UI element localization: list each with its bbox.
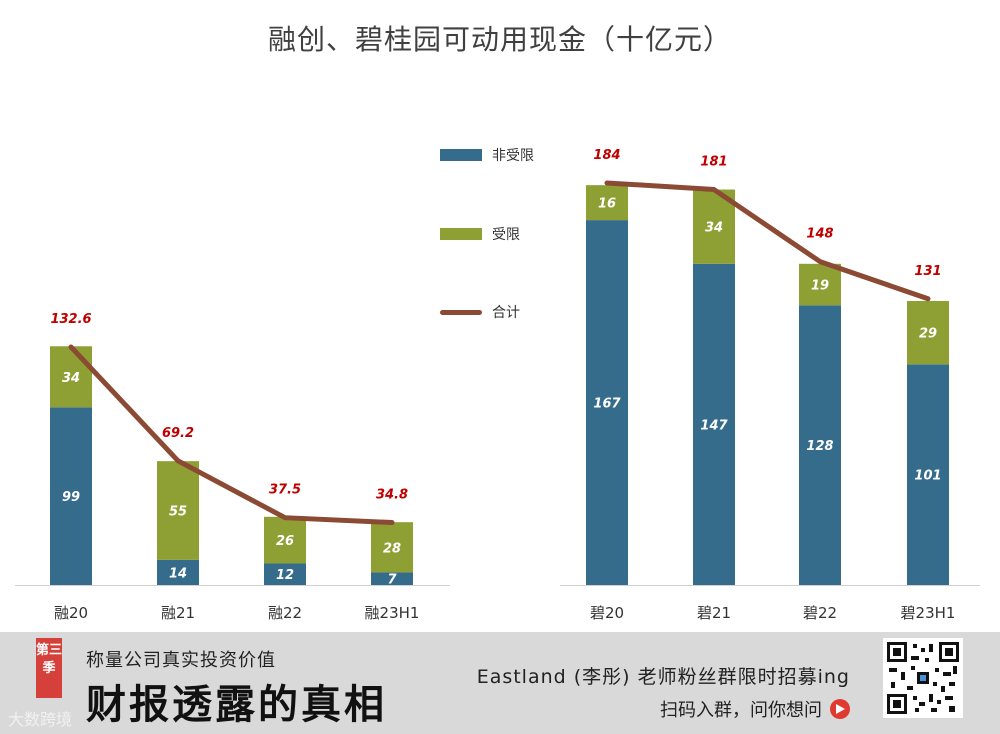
- slogan-small: 称量公司真实投资价值: [86, 650, 276, 671]
- data-label-restricted: 26: [276, 534, 294, 549]
- x-tick-label: 融22: [268, 604, 302, 622]
- data-label-unrestricted: 99: [62, 490, 80, 505]
- bar-unrestricted: [264, 563, 306, 585]
- bar-restricted: [371, 522, 413, 573]
- chart-title: 融创、碧桂园可动用现金（十亿元）: [267, 23, 732, 56]
- qr-code[interactable]: [883, 638, 963, 718]
- recruit-text: Eastland (李彤) 老师粉丝群限时招募ing: [476, 666, 850, 688]
- data-label-total: 37.5: [269, 483, 301, 498]
- x-tick-label: 碧21: [697, 604, 731, 622]
- total-line: [604, 180, 931, 302]
- x-tick-label: 融23H1: [365, 604, 420, 622]
- data-label-unrestricted: 147: [700, 418, 728, 433]
- bar-unrestricted: [907, 364, 949, 585]
- data-label-total: 69.2: [162, 426, 194, 441]
- data-label-restricted: 29: [919, 327, 937, 342]
- x-tick-label: 融21: [161, 604, 195, 622]
- data-label-restricted: 34: [705, 221, 723, 236]
- chart-area: 融创、碧桂园可动用现金（十亿元） 非受限 受限 合计 99 34 132.6 融20 1…: [15, 23, 980, 622]
- data-label-total: 184: [593, 148, 620, 163]
- data-label-total: 131: [914, 264, 941, 279]
- legend-item-total: 合计: [440, 302, 520, 322]
- legend-label-unrestricted: 非受限: [492, 148, 534, 164]
- legend-line-total: [440, 309, 482, 315]
- x-tick-label: 碧23H1: [901, 604, 956, 622]
- data-label-restricted: 19: [811, 279, 829, 294]
- slogan-big: 财报透露的真相: [86, 681, 387, 728]
- legend-swatch-restricted: [440, 228, 482, 240]
- watermark-text: 大数跨境: [8, 710, 73, 729]
- bar-restricted: [907, 300, 949, 365]
- bar-unrestricted: [799, 305, 841, 585]
- data-label-total: 148: [806, 227, 833, 242]
- x-tick-label: 融20: [54, 604, 88, 622]
- data-label-restricted: 28: [383, 541, 401, 556]
- data-label-unrestricted: 7: [387, 573, 397, 588]
- bar-restricted: [586, 185, 628, 221]
- legend-label-total: 合计: [492, 305, 520, 321]
- legend-item-unrestricted: 非受限: [440, 145, 534, 165]
- bar-unrestricted: [157, 559, 199, 585]
- scan-text: 扫码入群，问你想问: [660, 700, 822, 721]
- data-label-total: 34.8: [376, 488, 408, 503]
- data-label-unrestricted: 101: [914, 469, 941, 484]
- arrow-right-icon: [830, 699, 850, 719]
- data-label-unrestricted: 128: [806, 439, 833, 454]
- bar-unrestricted: [50, 407, 92, 585]
- bar-unrestricted: [693, 263, 735, 585]
- data-label-restricted: 34: [62, 371, 80, 386]
- total-line: [68, 344, 395, 526]
- legend-item-restricted: 受限: [440, 224, 520, 244]
- bar-unrestricted: [586, 220, 628, 586]
- x-tick-label: 碧22: [803, 604, 837, 622]
- data-label-unrestricted: 14: [169, 566, 187, 581]
- bar-unrestricted: [371, 572, 413, 585]
- promo-banner: 第三季 称量公司真实投资价值 财报透露的真相 大数跨境 Eastland (李彤…: [0, 632, 1000, 734]
- bar-restricted: [799, 263, 841, 306]
- x-tick-label: 碧20: [590, 604, 624, 622]
- bar-restricted: [157, 461, 199, 560]
- data-label-unrestricted: 12: [276, 568, 294, 583]
- bar-restricted: [264, 516, 306, 564]
- data-label-restricted: 16: [598, 197, 616, 212]
- data-label-total: 132.6: [50, 312, 91, 327]
- data-label-restricted: 55: [169, 505, 187, 520]
- legend-swatch-unrestricted: [440, 149, 482, 161]
- season-badge: 第三季: [36, 638, 62, 698]
- bar-restricted: [50, 346, 92, 408]
- data-label-total: 181: [700, 155, 727, 170]
- scan-cta[interactable]: 扫码入群，问你想问: [660, 696, 850, 722]
- stacked-bar-chart: 99 34 132.6 融20 14 55 69.2 融21 12 26 37.5 融22 7 28 34.…: [15, 148, 980, 622]
- data-label-unrestricted: 167: [593, 397, 621, 412]
- legend-label-restricted: 受限: [492, 227, 520, 243]
- qr-code-icon: [887, 642, 959, 714]
